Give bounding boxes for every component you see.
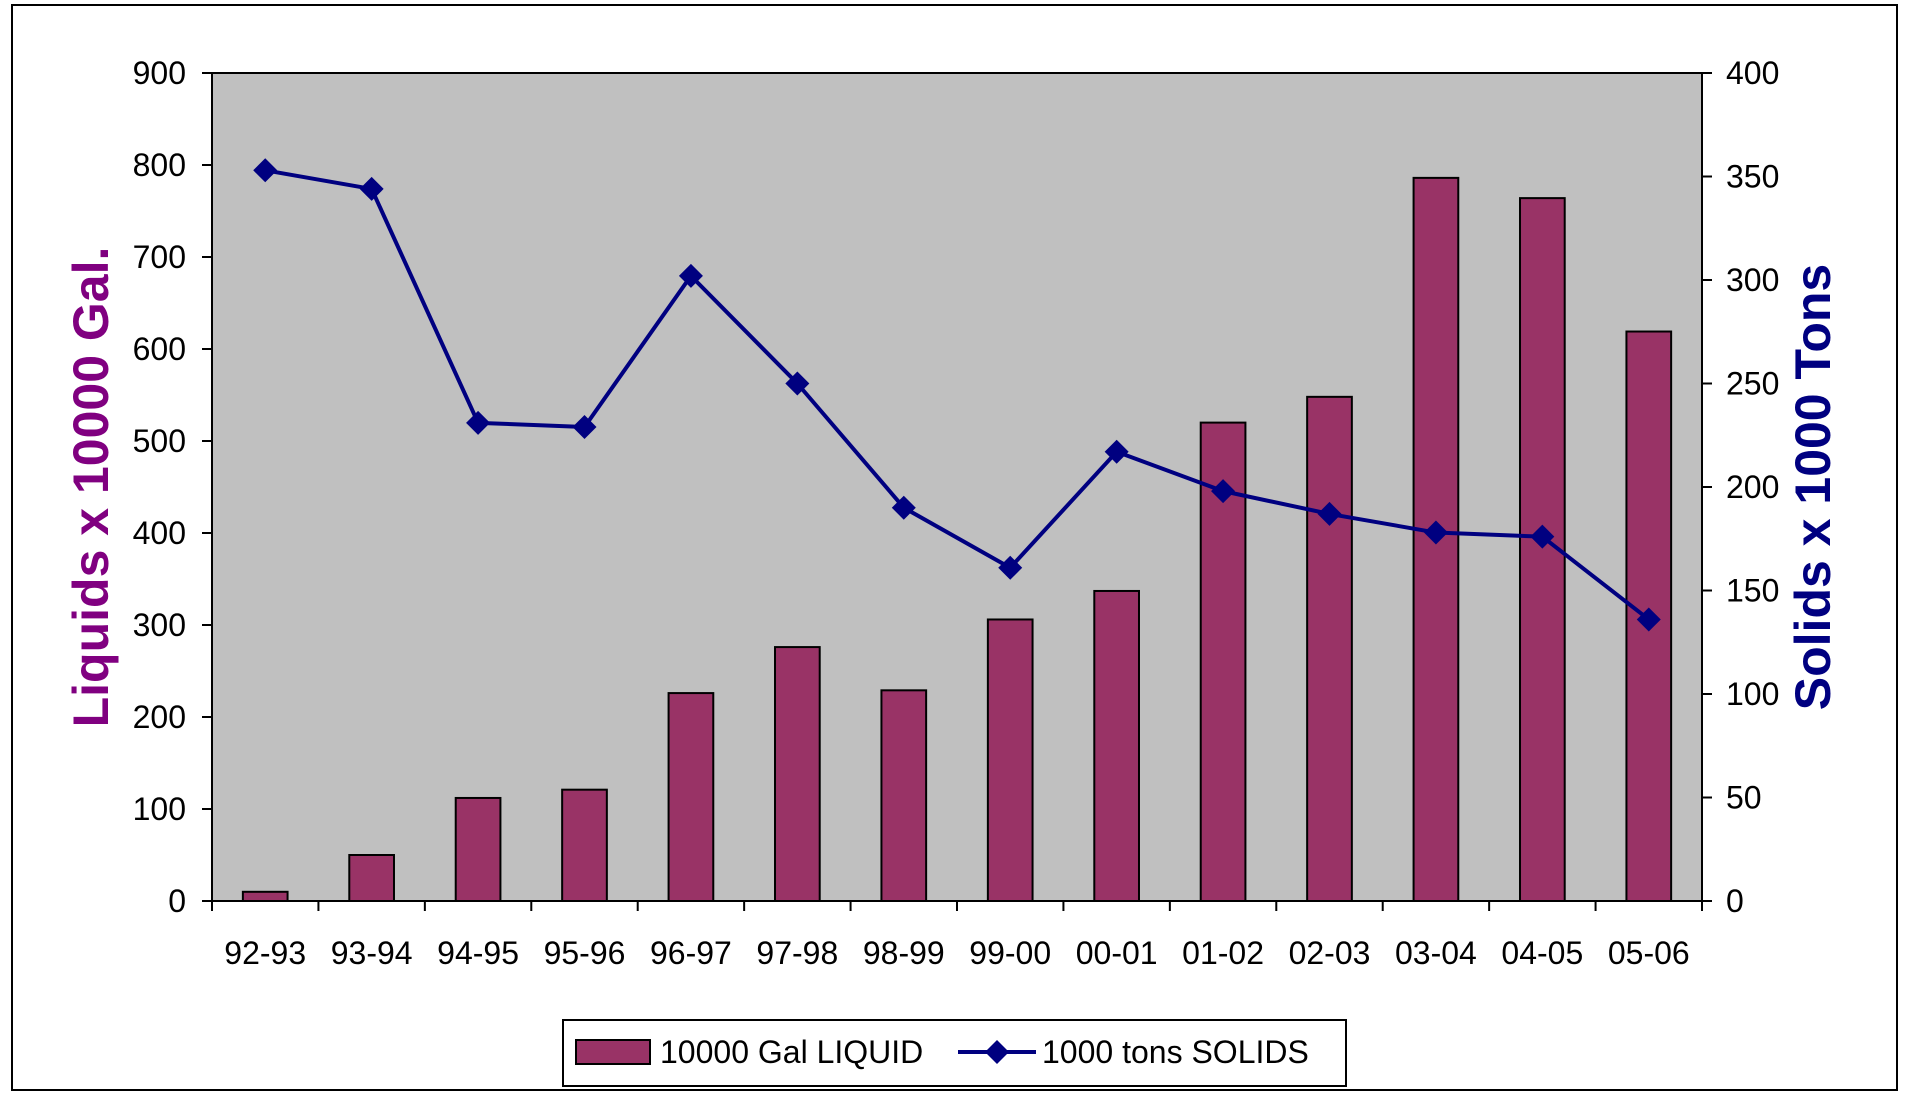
- x-tick-label: 97-98: [756, 935, 838, 971]
- left-tick-label: 700: [133, 239, 186, 275]
- left-tick-label: 800: [133, 147, 186, 183]
- bar-93-94: [348, 854, 395, 902]
- right-tick-label: 250: [1726, 366, 1779, 402]
- right-axis-title: Solids x 1000 Tons: [1785, 264, 1841, 710]
- bar-00-01: [1093, 589, 1140, 903]
- x-tick-label: 92-93: [224, 935, 306, 971]
- bar-95-96: [561, 788, 608, 902]
- bar-92-93: [241, 890, 289, 902]
- x-tick-label: 99-00: [969, 935, 1051, 971]
- point-04-05: [1530, 524, 1555, 549]
- point-02-03: [1317, 501, 1342, 526]
- x-tick-label: 05-06: [1608, 935, 1690, 971]
- x-tick-label: 00-01: [1076, 935, 1158, 971]
- left-tick-label: 300: [133, 607, 186, 643]
- point-92-93: [253, 158, 278, 183]
- right-tick-label: 0: [1726, 883, 1744, 919]
- bar-99-00: [986, 618, 1034, 902]
- x-tick-label: 94-95: [437, 935, 519, 971]
- point-96-97: [678, 263, 703, 288]
- x-tick-label: 04-05: [1501, 935, 1583, 971]
- point-00-01: [1104, 439, 1129, 464]
- bar-98-99: [880, 689, 928, 902]
- legend-bar-swatch: [575, 1039, 651, 1065]
- point-93-94: [359, 176, 384, 201]
- right-tick-label: 50: [1726, 780, 1762, 816]
- left-tick-label: 400: [133, 515, 186, 551]
- x-tick-label: 03-04: [1395, 935, 1477, 971]
- x-tick-label: 95-96: [544, 935, 626, 971]
- point-97-98: [785, 371, 810, 396]
- bar-94-95: [454, 796, 502, 903]
- bar-97-98: [774, 646, 821, 903]
- left-tick-label: 600: [133, 331, 186, 367]
- left-tick-label: 200: [133, 699, 186, 735]
- left-tick-label: 0: [168, 883, 186, 919]
- right-tick-label: 400: [1726, 55, 1779, 91]
- bar-series: [241, 176, 1673, 903]
- plot-area: [211, 72, 1703, 902]
- bar-96-97: [667, 692, 715, 903]
- right-tick-label: 150: [1726, 573, 1779, 609]
- legend-box: [562, 1019, 1347, 1087]
- left-axis-title: Liquids x 10000 Gal.: [63, 247, 119, 728]
- point-99-00: [998, 555, 1023, 580]
- point-01-02: [1211, 479, 1236, 504]
- legend-label-solids: 1000 tons SOLIDS: [1042, 1034, 1309, 1070]
- point-05-06: [1636, 607, 1661, 632]
- legend-label-liquid: 10000 Gal LIQUID: [660, 1034, 923, 1070]
- left-tick-label: 900: [133, 55, 186, 91]
- x-tick-label: 01-02: [1182, 935, 1264, 971]
- x-tick-label: 98-99: [863, 935, 945, 971]
- line-series: [253, 158, 1661, 632]
- x-tick-label: 96-97: [650, 935, 732, 971]
- right-tick-label: 200: [1726, 469, 1779, 505]
- legend-diamond-marker: [985, 1040, 1009, 1064]
- x-tick-label: 93-94: [331, 935, 413, 971]
- point-03-04: [1423, 520, 1448, 545]
- solids-line: [264, 168, 1651, 622]
- left-tick-label: 500: [133, 423, 186, 459]
- right-tick-label: 100: [1726, 676, 1779, 712]
- right-tick-label: 350: [1726, 159, 1779, 195]
- point-98-99: [891, 495, 916, 520]
- right-tick-label: 300: [1726, 262, 1779, 298]
- legend: 10000 Gal LIQUID 1000 tons SOLIDS: [562, 1019, 1347, 1087]
- point-94-95: [466, 410, 491, 435]
- bar-02-03: [1306, 395, 1353, 902]
- left-tick-label: 100: [133, 791, 186, 827]
- axes: 0 100 200 300 400 500 600 700 800 900 0 50 100 150 200…: [133, 55, 1780, 971]
- point-95-96: [572, 414, 597, 439]
- x-tick-label: 02-03: [1289, 935, 1371, 971]
